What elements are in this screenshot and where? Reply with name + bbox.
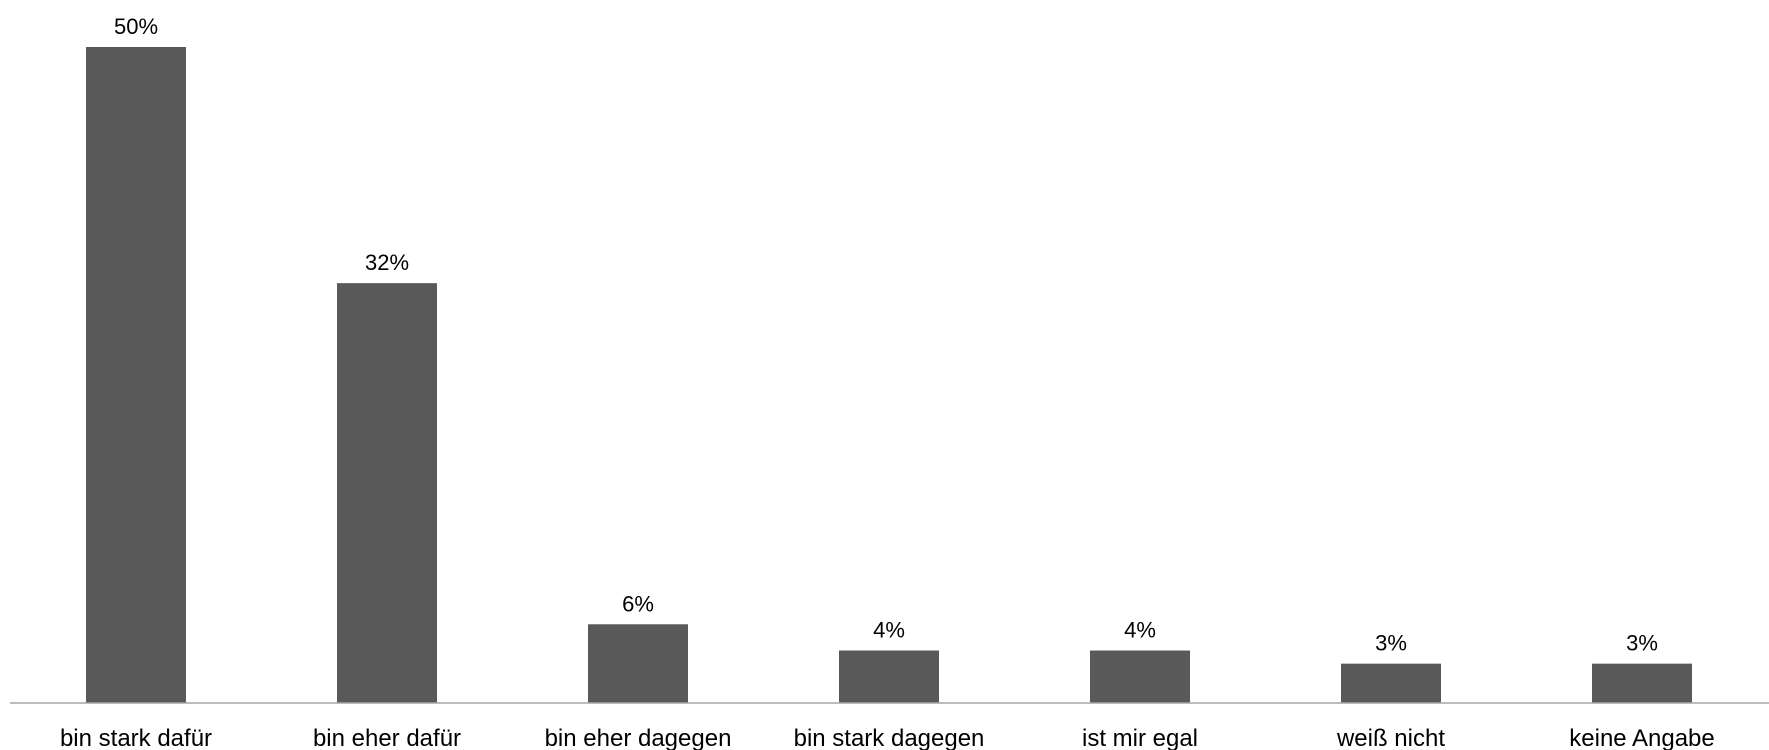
category-label: ist mir egal (1082, 725, 1198, 750)
category-label: weiß nicht (1336, 725, 1445, 750)
bar (86, 47, 186, 703)
category-label: keine Angabe (1569, 725, 1714, 750)
bar (1341, 663, 1441, 703)
bar (588, 624, 688, 703)
data-label: 4% (873, 618, 905, 643)
data-label: 3% (1375, 631, 1407, 656)
category-labels-layer: bin stark dafür bin eher dafür bin eher da… (60, 725, 1715, 750)
category-label: bin stark dafür (60, 725, 212, 750)
bars-layer (86, 47, 1692, 703)
category-label: bin eher dafür (313, 725, 461, 750)
bar (337, 283, 437, 703)
bar (1592, 663, 1692, 703)
bar (839, 650, 939, 703)
bar (1090, 650, 1190, 703)
data-label: 6% (622, 591, 654, 616)
category-label: bin stark dagegen (794, 725, 985, 750)
data-labels-layer: 50% 32% 6% 4% 4% 3% 3% (114, 14, 1658, 656)
data-label: 4% (1124, 618, 1156, 643)
data-label: 3% (1626, 631, 1658, 656)
category-label: bin eher dagegen (545, 725, 732, 750)
data-label: 32% (365, 250, 409, 275)
data-label: 50% (114, 14, 158, 39)
